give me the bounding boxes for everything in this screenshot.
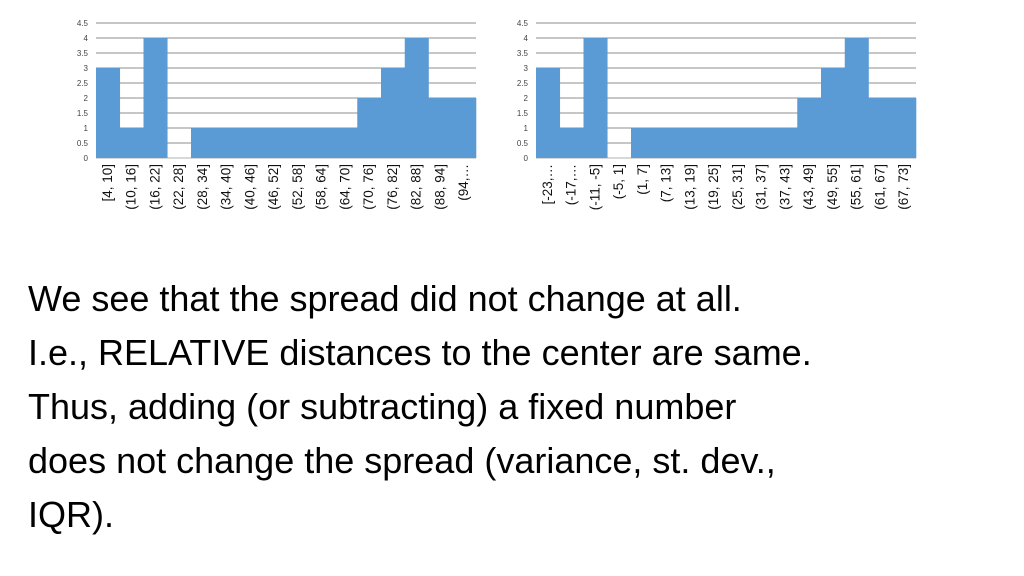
y-tick-label: 1.5 xyxy=(517,109,529,118)
histogram-bar xyxy=(286,128,311,158)
y-tick-label: 4 xyxy=(84,34,89,43)
histogram-right-plot: 0 0.5 1 1.5 2 2.5 3 3.5 4 4.5 [-23,… (-17,… (-11, -5… xyxy=(517,19,917,210)
x-category-label: (88, 94] xyxy=(432,164,447,210)
histogram-bar xyxy=(844,38,869,158)
histogram-bar xyxy=(797,98,822,158)
histogram-bar xyxy=(262,128,287,158)
histogram-bar xyxy=(892,98,917,158)
histogram-bar xyxy=(868,98,893,158)
histogram-bar xyxy=(214,128,239,158)
histogram-bar xyxy=(726,128,751,158)
x-category-label: (37, 43] xyxy=(777,164,792,210)
histogram-bar xyxy=(536,68,561,158)
histogram-bar xyxy=(702,128,727,158)
x-category-label: (67, 73] xyxy=(896,164,911,210)
y-tick-label: 0 xyxy=(84,154,89,163)
histogram-right: 0 0.5 1 1.5 2 2.5 3 3.5 4 4.5 [-23,… (-17,… (-11, -5… xyxy=(500,8,930,238)
y-tick-label: 2.5 xyxy=(517,79,529,88)
x-category-label: (94,… xyxy=(456,164,471,201)
y-tick-label: 4 xyxy=(524,34,529,43)
histogram-bar xyxy=(381,68,406,158)
histogram-bar xyxy=(631,128,656,158)
histogram-bar xyxy=(821,68,846,158)
text-line-3: Thus, adding (or subtracting) a fixed nu… xyxy=(28,386,737,427)
histogram-bar xyxy=(583,38,608,158)
x-category-label: (55, 61] xyxy=(849,164,864,210)
x-category-label: (43, 49] xyxy=(801,164,816,210)
y-tick-label: 3.5 xyxy=(517,49,529,58)
y-tick-label: 2.5 xyxy=(77,79,89,88)
histogram-bar xyxy=(119,128,144,158)
y-tick-label: 3.5 xyxy=(77,49,89,58)
x-category-label: (61, 67] xyxy=(872,164,887,210)
histogram-bar xyxy=(404,38,429,158)
x-category-label: (1, 7] xyxy=(635,164,650,195)
x-category-label: (-17,… xyxy=(564,164,579,205)
x-category-label: (76, 82] xyxy=(385,164,400,210)
histogram-bar xyxy=(143,38,168,158)
histogram-bar xyxy=(309,128,334,158)
explanation-text: We see that the spread did not change at… xyxy=(28,272,1018,542)
text-line-2: I.e., RELATIVE distances to the center a… xyxy=(28,332,812,373)
histogram-bar xyxy=(773,128,798,158)
x-category-label: (64, 70] xyxy=(337,164,352,210)
histogram-bar xyxy=(333,128,358,158)
x-category-label: (-11, -5] xyxy=(587,164,602,210)
histogram-bar xyxy=(428,98,453,158)
x-category-label: (7, 13] xyxy=(659,164,674,202)
histogram-bar xyxy=(191,128,216,158)
histogram-bar xyxy=(238,128,263,158)
text-line-5: IQR). xyxy=(28,494,114,535)
y-tick-label: 2 xyxy=(84,94,89,103)
x-category-label: [-23,… xyxy=(540,164,555,205)
x-category-label: (16, 22] xyxy=(147,164,162,210)
y-tick-label: 1 xyxy=(524,124,529,133)
y-tick-label: 0.5 xyxy=(77,139,89,148)
y-tick-label: 4.5 xyxy=(77,19,89,28)
y-tick-label: 4.5 xyxy=(517,19,529,28)
y-tick-label: 2 xyxy=(524,94,529,103)
histogram-bar xyxy=(96,68,121,158)
y-tick-label: 1.5 xyxy=(77,109,89,118)
histogram-bar xyxy=(678,128,703,158)
x-category-label: (25, 31] xyxy=(730,164,745,210)
histogram-bar xyxy=(559,128,584,158)
y-tick-label: 3 xyxy=(524,64,529,73)
x-category-label: (46, 52] xyxy=(266,164,281,210)
histogram-bar xyxy=(452,98,477,158)
histogram-left: 0 0.5 1 1.5 2 2.5 3 3.5 4 4.5 [4, 10] (10, 16] (16, … xyxy=(60,8,490,238)
x-category-label: (34, 40] xyxy=(219,164,234,210)
y-tick-label: 0.5 xyxy=(517,139,529,148)
x-category-label: (-5, 1] xyxy=(611,164,626,199)
text-line-4: does not change the spread (variance, st… xyxy=(28,440,776,481)
x-category-label: (52, 58] xyxy=(290,164,305,210)
text-line-1: We see that the spread did not change at… xyxy=(28,278,742,319)
x-category-label: (13, 19] xyxy=(682,164,697,210)
x-category-label: (82, 88] xyxy=(409,164,424,210)
histogram-left-plot: 0 0.5 1 1.5 2 2.5 3 3.5 4 4.5 [4, 10] (10, 16] (16, … xyxy=(77,19,477,210)
y-tick-label: 3 xyxy=(84,64,89,73)
y-tick-label: 1 xyxy=(84,124,89,133)
x-category-label: (31, 37] xyxy=(754,164,769,210)
x-category-label: (70, 76] xyxy=(361,164,376,210)
y-tick-label: 0 xyxy=(524,154,529,163)
x-category-label: (58, 64] xyxy=(314,164,329,210)
histogram-bar xyxy=(357,98,382,158)
histogram-bar xyxy=(654,128,679,158)
histogram-bar xyxy=(749,128,774,158)
x-category-label: (40, 46] xyxy=(242,164,257,210)
x-category-label: (22, 28] xyxy=(171,164,186,210)
x-category-label: (49, 55] xyxy=(825,164,840,210)
x-category-label: (28, 34] xyxy=(195,164,210,210)
x-category-label: [4, 10] xyxy=(100,164,115,202)
x-category-label: (10, 16] xyxy=(124,164,139,210)
x-category-label: (19, 25] xyxy=(706,164,721,210)
